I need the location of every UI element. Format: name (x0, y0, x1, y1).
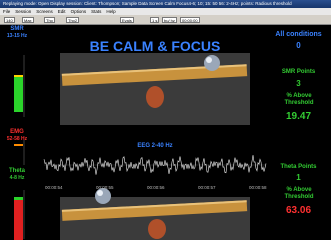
theta-label: Theta (0, 168, 34, 174)
menu-item[interactable]: Screens (36, 9, 53, 14)
theta-band: 4-8 Hz (0, 175, 34, 181)
smr-band: 13-15 Hz (0, 33, 34, 39)
time-label: 00:00:56 (147, 185, 165, 190)
menu-item[interactable]: Stats (91, 9, 101, 14)
toolbar-field[interactable]: Tho (44, 17, 55, 23)
toolbar-field[interactable]: 00:00:00 (180, 17, 200, 23)
toolbar-field[interactable]: Tho2 (66, 17, 79, 23)
menu-bar: File Session Screens Edit Options Stats Help (0, 8, 331, 15)
menu-item[interactable]: File (3, 9, 10, 14)
emg-threshold (14, 144, 23, 146)
theta-pct-label: % Above Threshold (281, 187, 317, 201)
toolbar-field[interactable]: Max (22, 17, 34, 23)
menu-item[interactable]: Session (15, 9, 31, 14)
eeg-label: EEG 2-40 Hz (60, 143, 250, 149)
smr-points: 3 (266, 79, 331, 88)
smr-pct: 19.47 (266, 111, 331, 122)
theta-points: 1 (266, 173, 331, 182)
emg-label: EMG (0, 129, 34, 135)
time-label: 00:00:54 (45, 185, 63, 190)
toolbar-field[interactable]: Evals (120, 17, 134, 23)
toolbar-field[interactable]: 140 (4, 17, 15, 23)
menu-item[interactable]: Options (71, 9, 87, 14)
smr-gauge (14, 77, 23, 112)
smr-points-label: SMR Points (266, 69, 331, 75)
app-window: {"window": {"title": "Replaying mode: Op… (0, 0, 331, 240)
menu-item[interactable]: Edit (58, 9, 66, 14)
toolbar-field[interactable]: bu/ hz (162, 17, 177, 23)
theta-gauge (14, 200, 23, 240)
smr-pct-label: % Above Threshold (281, 93, 317, 107)
toolbar-field[interactable]: 1 s (150, 17, 159, 23)
theta-points-label: Theta Points (266, 164, 331, 170)
title-bar: Replaying mode: Open Display session: Cl… (0, 0, 331, 8)
screen-title: BE CALM & FOCUS (60, 38, 250, 54)
menu-item[interactable]: Help (106, 9, 115, 14)
theta-pct: 63.06 (266, 205, 331, 216)
all-conditions-value: 0 (266, 41, 331, 50)
time-label: 00:00:55 (96, 185, 114, 190)
all-conditions-label: All conditions (266, 31, 331, 38)
emg-band: 52-58 Hz (0, 136, 34, 142)
smr-label: SMR (0, 26, 34, 32)
theta-threshold (14, 197, 23, 200)
smr-threshold (14, 75, 23, 77)
time-label: 00:00:57 (198, 185, 216, 190)
time-label: 00:00:58 (249, 185, 267, 190)
